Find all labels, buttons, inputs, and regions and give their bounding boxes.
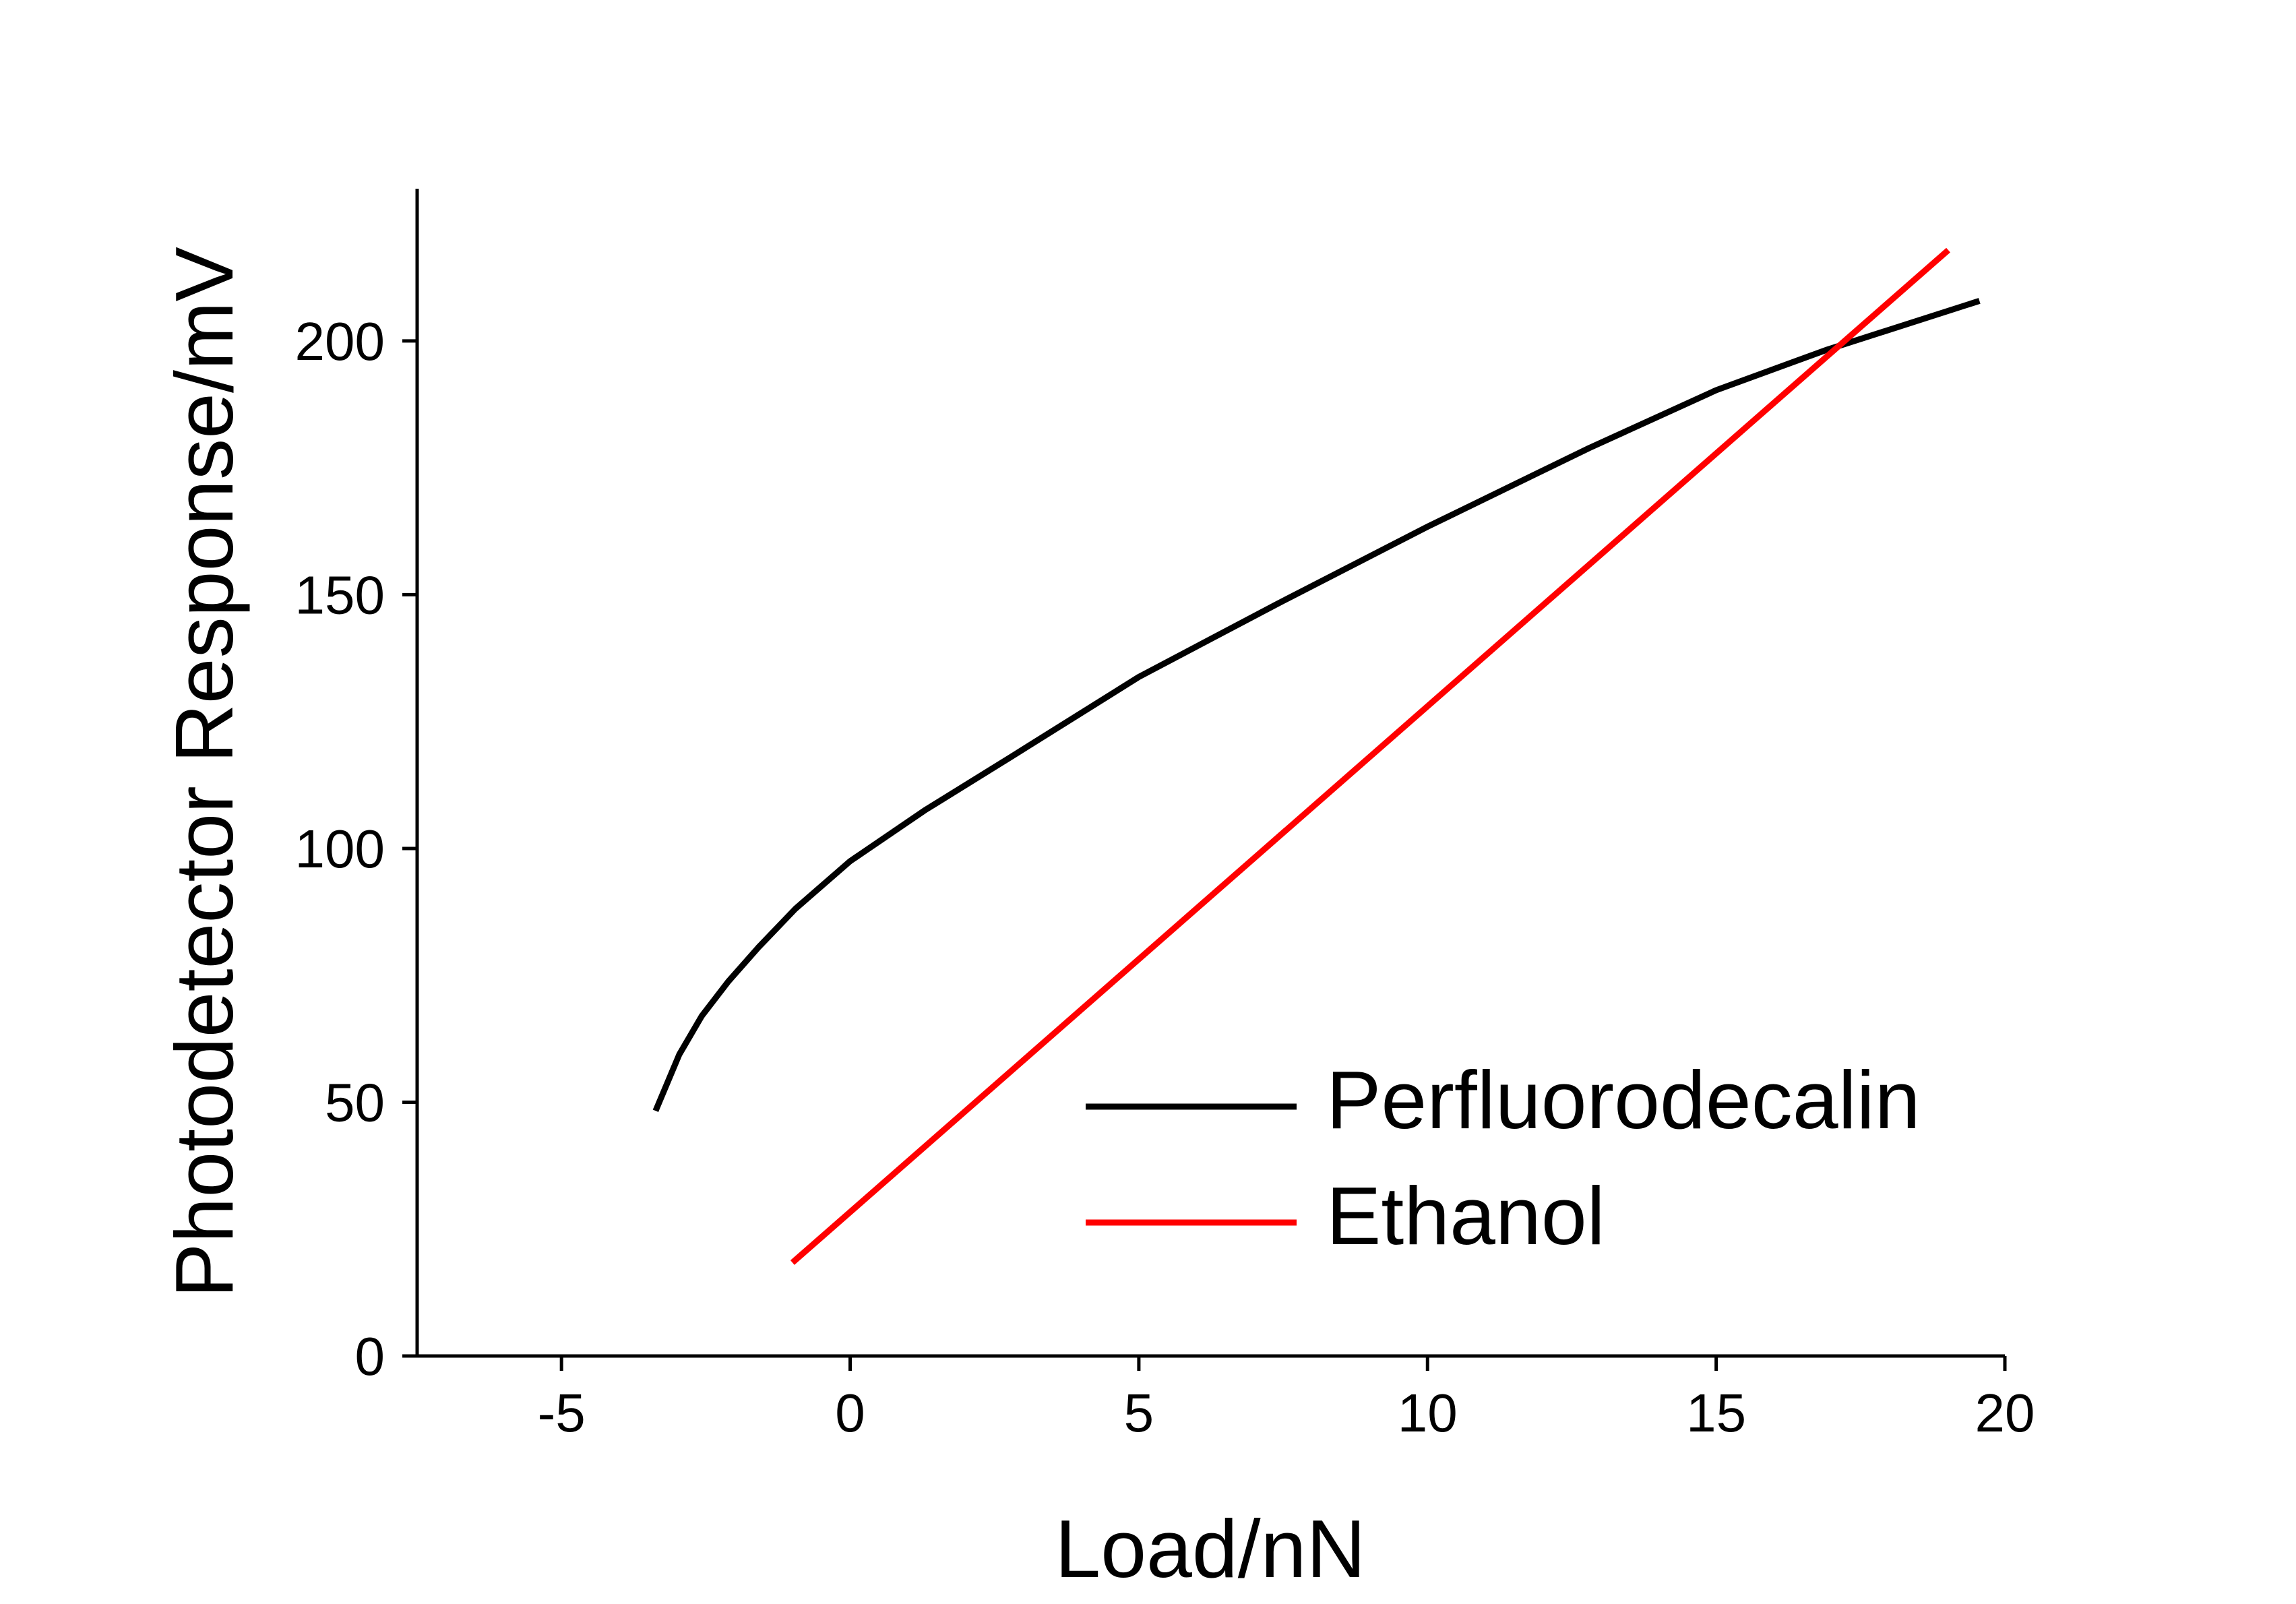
y-tick-label: 200 (295, 311, 385, 371)
x-tick-label: -5 (538, 1383, 586, 1443)
x-tick-label: 10 (1398, 1383, 1458, 1443)
x-tick-label: 5 (1124, 1383, 1154, 1443)
y-tick-label: 50 (325, 1072, 385, 1132)
legend-label: Perfluorodecalin (1326, 1054, 1921, 1146)
y-tick-label: 0 (355, 1326, 385, 1386)
legend-label: Ethanol (1326, 1170, 1605, 1262)
data-line (652, 298, 1981, 1113)
y-tick-label: 150 (295, 565, 385, 625)
x-tick-label: 15 (1686, 1383, 1746, 1443)
y-axis-label: Photodetector Response/mV (158, 247, 250, 1298)
x-tick-label: 0 (835, 1383, 865, 1443)
data-line (790, 247, 1951, 1265)
y-tick-label: 100 (295, 819, 385, 879)
x-axis-label: Load/nN (1055, 1503, 1365, 1595)
x-tick-label: 20 (1975, 1383, 2035, 1443)
